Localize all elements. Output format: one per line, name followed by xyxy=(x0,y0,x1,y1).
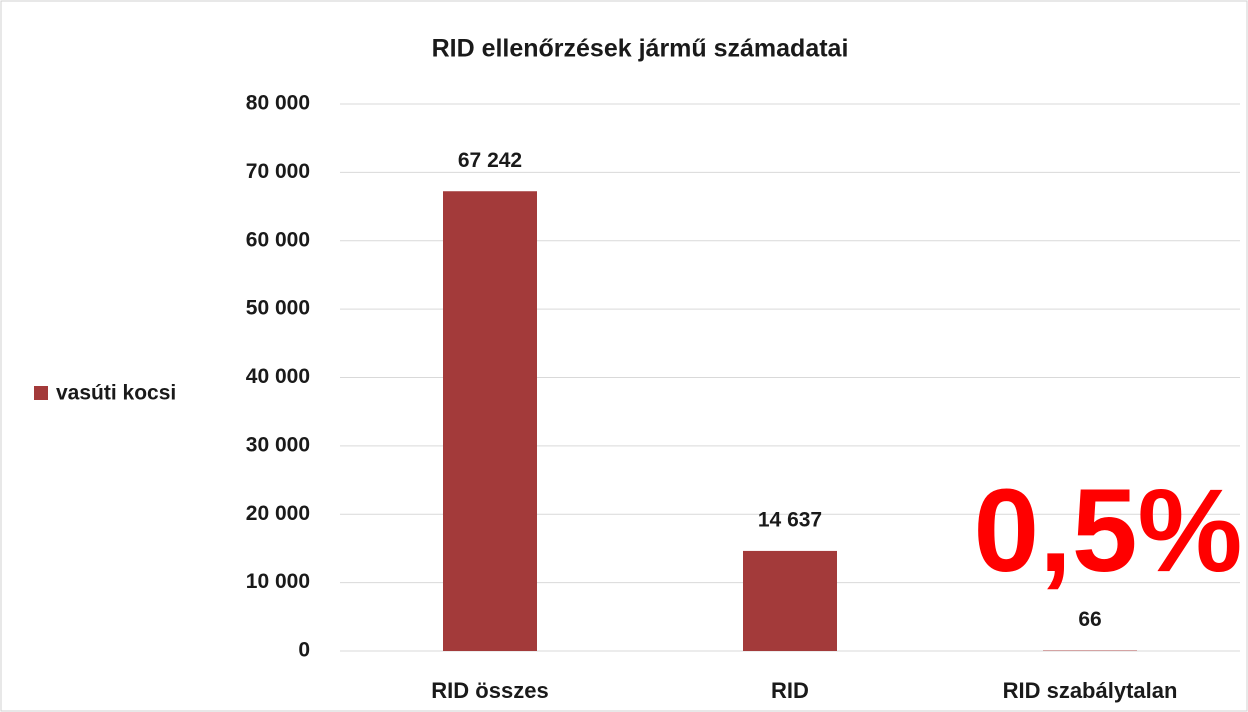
x-tick-label: RID xyxy=(771,678,809,703)
y-tick-label: 40 000 xyxy=(246,365,310,388)
chart-title: RID ellenőrzések jármű számadatai xyxy=(432,35,849,63)
bar xyxy=(743,550,837,651)
y-tick-label: 10 000 xyxy=(246,570,310,593)
x-tick-label: RID szabálytalan xyxy=(1003,678,1178,703)
data-label: 14 637 xyxy=(758,508,822,531)
x-tick-label: RID összes xyxy=(431,678,548,703)
y-tick-label: 70 000 xyxy=(246,160,310,183)
y-tick-label: 60 000 xyxy=(246,228,310,251)
legend-swatch xyxy=(34,386,48,400)
bar xyxy=(443,191,537,651)
data-label: 67 242 xyxy=(458,149,522,172)
legend-label: vasúti kocsi xyxy=(56,382,176,405)
y-tick-label: 0 xyxy=(298,639,310,662)
data-label: 66 xyxy=(1078,608,1101,631)
annotation: 0,5% xyxy=(974,465,1243,597)
y-tick-label: 30 000 xyxy=(246,433,310,456)
y-tick-label: 20 000 xyxy=(246,502,310,525)
y-tick-label: 50 000 xyxy=(246,297,310,320)
y-tick-label: 80 000 xyxy=(246,92,310,115)
